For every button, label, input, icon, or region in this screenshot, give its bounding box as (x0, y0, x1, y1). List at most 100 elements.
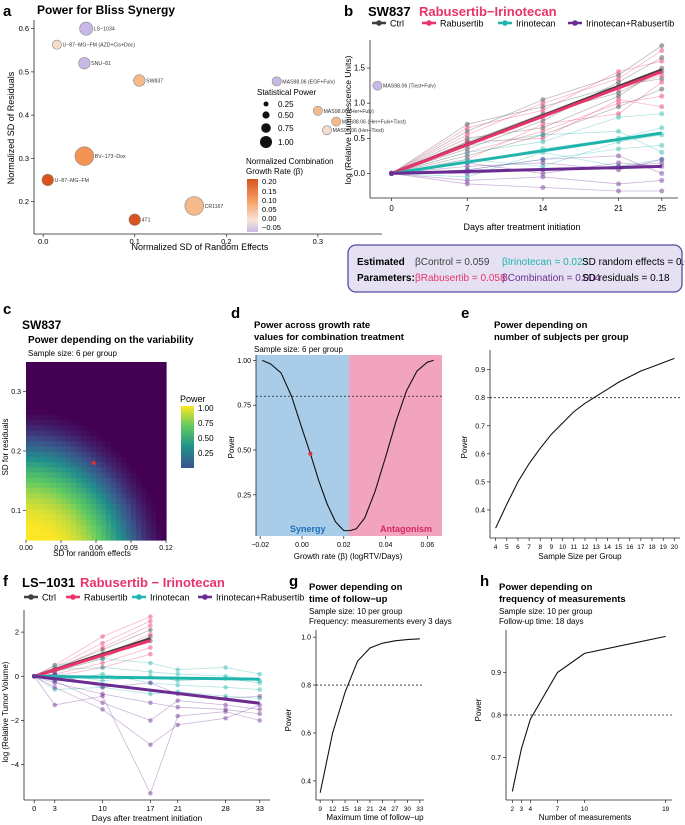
heat-cell-2-11 (36, 477, 42, 484)
f-point-5-2 (100, 634, 105, 639)
f-point-2-3 (148, 627, 153, 633)
heat-cell-2-33 (36, 362, 42, 368)
heat-cell-18-14 (116, 461, 122, 468)
power-legend-dot-2 (262, 111, 270, 119)
heat-cell-5-7 (51, 498, 57, 504)
b-point-20-1 (464, 177, 470, 183)
panel-f-legend: Ctrl Rabusertib Irinotecan Irinotecan+Rabus… (24, 593, 304, 603)
heat-cell-20-11 (126, 477, 132, 484)
heat-cell-19-17 (121, 445, 127, 452)
b-point-14-4 (659, 142, 665, 148)
heat-cell-0-2 (26, 524, 32, 531)
panel-letter-e: e (461, 305, 469, 322)
heat-cell-14-14 (96, 461, 102, 468)
heat-cell-26-30 (156, 377, 162, 384)
heat-cell-14-23 (96, 414, 102, 421)
heat-cell-4-22 (46, 419, 52, 426)
panel-c-heatmap (26, 362, 167, 541)
heat-cell-18-25 (116, 403, 122, 410)
heat-cell-19-24 (121, 409, 127, 415)
heat-cell-12-17 (86, 445, 92, 452)
heat-cell-11-29 (81, 382, 87, 389)
beta-legend-title-1: Normalized Combination (246, 157, 334, 166)
b-point-22-3 (616, 188, 622, 194)
heat-cell-18-11 (116, 477, 122, 484)
heat-cell-7-20 (61, 430, 67, 436)
heat-cell-2-30 (36, 377, 42, 384)
g-xtick-label-3: 18 (354, 806, 362, 813)
legend-dot-ctrl (28, 594, 34, 600)
point-u-87-mg-fm (41, 173, 54, 187)
f-point-16-5 (223, 715, 228, 721)
heat-cell-12-5 (86, 508, 92, 515)
heat-cell-10-20 (76, 430, 82, 436)
heat-cell-7-9 (61, 487, 67, 494)
heat-cell-23-17 (141, 445, 147, 452)
heat-cell-13-2 (91, 524, 97, 531)
heat-cell-19-8 (121, 492, 127, 499)
d-xtick-label-1: 0.00 (295, 542, 309, 549)
heat-cell-13-15 (91, 456, 97, 463)
e-xtick-label-12: 16 (626, 544, 634, 551)
point-mas98-06-egf-fulv (271, 76, 282, 87)
heat-cell-17-2 (111, 524, 117, 531)
heat-cell-12-10 (86, 482, 92, 489)
b-individual-line-5 (391, 67, 663, 174)
heat-cell-2-1 (36, 529, 42, 536)
heat-cell-17-6 (111, 503, 117, 510)
b-point-15-2 (540, 132, 546, 138)
heat-cell-18-18 (116, 440, 122, 447)
heat-cell-11-11 (81, 477, 87, 484)
heat-cell-21-22 (131, 419, 137, 426)
heat-cell-18-1 (116, 529, 122, 536)
b-individual-line-16 (391, 151, 662, 178)
panel-c-model: SW837 (22, 318, 62, 332)
e-xtick-label-6: 10 (559, 544, 567, 551)
heat-cell-4-29 (46, 382, 52, 389)
heat-cell-19-31 (121, 372, 127, 379)
c-xtick-label-4: 0.12 (159, 545, 173, 552)
heat-cell-8-3 (66, 519, 72, 525)
heat-cell-13-5 (91, 508, 97, 515)
heat-cell-10-25 (76, 403, 82, 410)
heat-cell-22-13 (136, 466, 142, 473)
heat-cell-20-9 (126, 487, 132, 494)
heat-cell-21-19 (131, 435, 137, 442)
heat-cell-18-13 (116, 466, 122, 473)
heat-cell-27-26 (161, 398, 167, 405)
b-individual-line-3 (391, 88, 662, 174)
heat-cell-2-23 (36, 414, 42, 421)
heat-cell-24-5 (146, 508, 152, 515)
heat-cell-13-19 (91, 435, 97, 442)
heat-cell-15-22 (101, 419, 107, 426)
heat-cell-11-33 (81, 362, 87, 368)
heat-cell-25-18 (151, 440, 157, 447)
heat-cell-27-21 (161, 424, 167, 431)
heat-cell-3-8 (41, 492, 47, 499)
heat-cell-6-7 (56, 498, 62, 504)
heat-cell-18-19 (116, 435, 122, 442)
legend-label-irinotecan-rabusertib: Irinotecan+Rabusertib (586, 19, 674, 29)
panel-h-title-1: Power depending on (499, 582, 593, 593)
heat-cell-14-19 (96, 435, 102, 442)
heat-cell-15-27 (101, 393, 107, 400)
heat-cell-3-28 (41, 388, 47, 395)
heat-cell-14-22 (96, 419, 102, 426)
heat-cell-15-15 (101, 456, 107, 463)
heat-cell-3-18 (41, 440, 47, 447)
heat-cell-25-14 (151, 461, 157, 468)
heat-cell-25-24 (151, 409, 157, 415)
heat-cell-26-17 (156, 445, 162, 452)
heat-cell-11-18 (81, 440, 87, 447)
heat-cell-13-11 (91, 477, 97, 484)
heat-cell-15-13 (101, 466, 107, 473)
panel-c-ticks: 0.00 0.03 0.06 0.09 0.12 0.1 0.2 0.3 (11, 389, 173, 552)
heat-cell-13-27 (91, 393, 97, 400)
heat-cell-24-16 (146, 451, 152, 457)
heat-cell-9-13 (71, 466, 77, 473)
heat-cell-15-30 (101, 377, 107, 384)
g-power-curve (319, 638, 420, 793)
b-xtick-label-1: 7 (465, 204, 470, 213)
heat-cell-25-30 (151, 377, 157, 384)
heat-cell-9-17 (71, 445, 77, 452)
